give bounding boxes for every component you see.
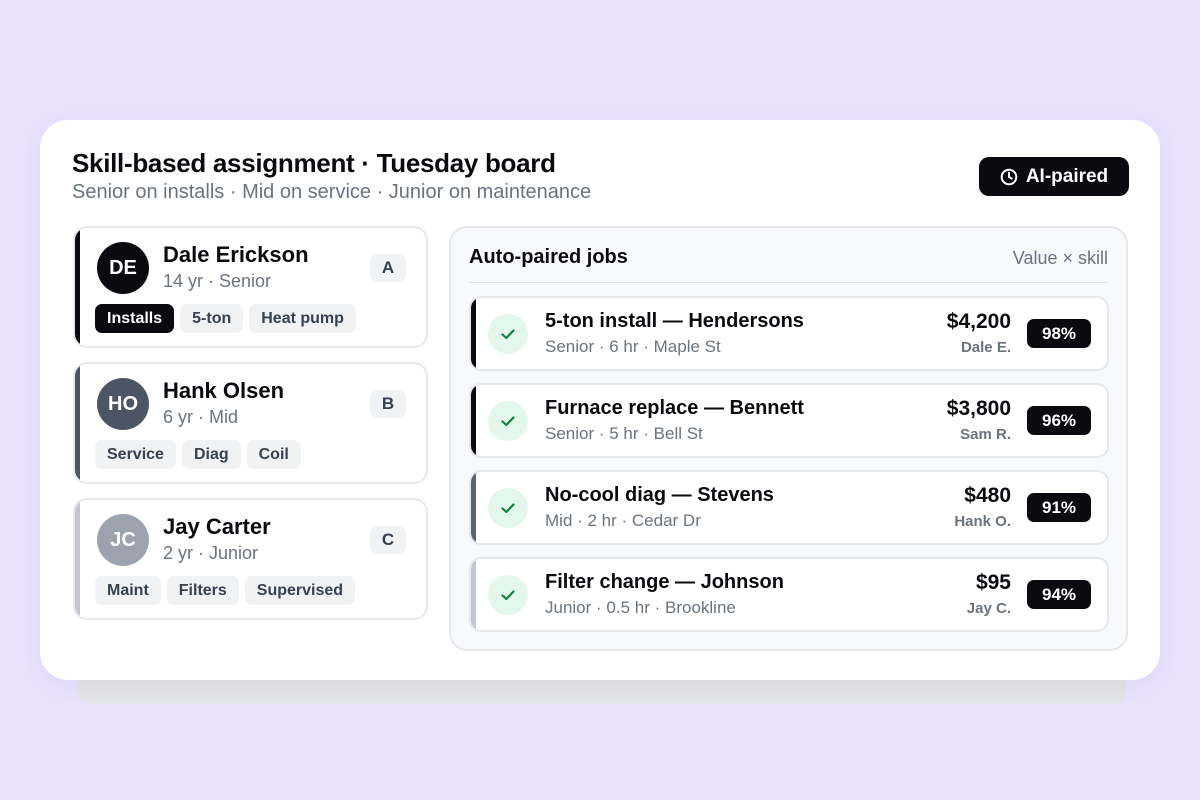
technician-card-jay[interactable]: JC Jay Carter 2 yr · Junior C Maint Filt… bbox=[73, 498, 428, 620]
clock-icon bbox=[1000, 168, 1018, 186]
job-assignee: Dale E. bbox=[960, 339, 1011, 356]
skill-tag: Service bbox=[95, 440, 176, 469]
match-badge: 98% bbox=[1027, 319, 1091, 348]
match-badge: 91% bbox=[1027, 493, 1091, 522]
check-icon bbox=[488, 401, 528, 441]
auto-paired-jobs-panel: Auto-paired jobs Value × skill 5-ton ins… bbox=[449, 226, 1128, 651]
panel-title: Auto-paired jobs bbox=[469, 246, 628, 268]
job-meta: Junior · 0.5 hr · Brookline bbox=[545, 598, 736, 617]
job-meta: Mid · 2 hr · Cedar Dr bbox=[545, 511, 701, 530]
job-title: Furnace replace — Bennett bbox=[545, 397, 804, 419]
job-title: 5-ton install — Hendersons bbox=[545, 310, 804, 332]
seniority-accent bbox=[471, 385, 476, 456]
skill-tags: Maint Filters Supervised bbox=[95, 576, 356, 605]
card-shadow bbox=[76, 680, 1126, 704]
technician-name: Dale Erickson bbox=[163, 242, 309, 267]
technician-meta: 6 yr · Mid bbox=[163, 407, 239, 427]
skill-tag: Heat pump bbox=[249, 304, 356, 333]
technician-name: Hank Olsen bbox=[163, 378, 285, 403]
job-assignee: Jay C. bbox=[966, 600, 1011, 617]
job-row[interactable]: 5-ton install — Hendersons Senior · 6 hr… bbox=[469, 296, 1109, 371]
skill-tag: Coil bbox=[246, 440, 301, 469]
skill-tag: 5-ton bbox=[180, 304, 244, 333]
seniority-accent bbox=[75, 364, 80, 482]
job-assignee: Hank O. bbox=[954, 513, 1011, 530]
check-icon bbox=[488, 314, 528, 354]
technician-meta: 2 yr · Junior bbox=[163, 543, 259, 563]
job-value: $3,800 bbox=[946, 397, 1011, 420]
avatar: JC bbox=[97, 514, 149, 566]
technician-card-hank[interactable]: HO Hank Olsen 6 yr · Mid B Service Diag … bbox=[73, 362, 428, 484]
skill-tags: Service Diag Coil bbox=[95, 440, 301, 469]
skill-tag: Maint bbox=[95, 576, 161, 605]
tier-badge: A bbox=[370, 254, 406, 282]
job-value: $480 bbox=[964, 484, 1011, 507]
job-value: $4,200 bbox=[946, 310, 1011, 333]
check-icon bbox=[488, 575, 528, 615]
skill-tag: Diag bbox=[181, 440, 241, 469]
seniority-accent bbox=[471, 472, 476, 543]
technician-name: Jay Carter bbox=[163, 514, 271, 539]
page-title: Skill-based assignment · Tuesday board bbox=[72, 148, 556, 178]
avatar: DE bbox=[97, 242, 149, 294]
match-badge: 96% bbox=[1027, 406, 1091, 435]
ai-paired-button[interactable]: AI-paired bbox=[979, 157, 1129, 196]
assignment-board: Skill-based assignment · Tuesday board S… bbox=[40, 120, 1160, 680]
ai-paired-label: AI-paired bbox=[1025, 165, 1109, 187]
job-title: No-cool diag — Stevens bbox=[545, 484, 774, 506]
divider bbox=[469, 282, 1108, 283]
match-badge: 94% bbox=[1027, 580, 1091, 609]
skill-tag: Installs bbox=[95, 304, 175, 333]
technician-card-dale[interactable]: DE Dale Erickson 14 yr · Senior A Instal… bbox=[73, 226, 428, 348]
job-meta: Senior · 6 hr · Maple St bbox=[545, 337, 721, 356]
job-row[interactable]: No-cool diag — Stevens Mid · 2 hr · Ceda… bbox=[469, 470, 1109, 545]
job-assignee: Sam R. bbox=[960, 426, 1011, 443]
seniority-accent bbox=[471, 559, 476, 630]
job-row[interactable]: Filter change — Johnson Junior · 0.5 hr … bbox=[469, 557, 1109, 632]
skill-tag: Supervised bbox=[244, 576, 356, 605]
seniority-accent bbox=[471, 298, 476, 369]
check-icon bbox=[488, 488, 528, 528]
page-subtitle: Senior on installs · Mid on service · Ju… bbox=[72, 181, 592, 203]
skill-tags: Installs 5-ton Heat pump bbox=[95, 304, 356, 333]
tier-badge: B bbox=[370, 390, 406, 418]
sort-hint: Value × skill bbox=[1012, 248, 1108, 268]
skill-tag: Filters bbox=[166, 576, 239, 605]
tier-badge: C bbox=[370, 526, 406, 554]
seniority-accent bbox=[75, 228, 80, 346]
avatar: HO bbox=[97, 378, 149, 430]
job-meta: Senior · 5 hr · Bell St bbox=[545, 424, 703, 443]
job-row[interactable]: Furnace replace — Bennett Senior · 5 hr … bbox=[469, 383, 1109, 458]
seniority-accent bbox=[75, 500, 80, 618]
job-title: Filter change — Johnson bbox=[545, 571, 784, 593]
job-value: $95 bbox=[975, 571, 1011, 594]
technician-meta: 14 yr · Senior bbox=[163, 271, 272, 291]
